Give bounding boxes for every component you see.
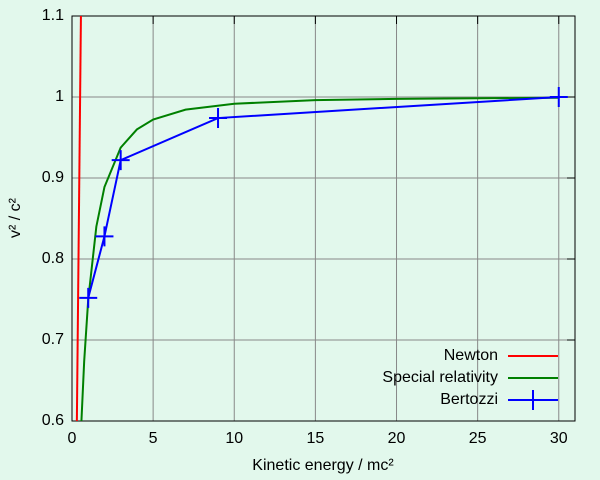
series-line bbox=[80, 96, 559, 421]
series-line bbox=[75, 16, 82, 421]
y-tick-label: 0.7 bbox=[42, 331, 64, 348]
marker bbox=[209, 108, 228, 129]
x-tick-label: 30 bbox=[550, 430, 568, 447]
y-tick-label: 0.9 bbox=[42, 169, 64, 186]
x-tick-label: 0 bbox=[68, 430, 77, 447]
y-tick-label: 1.1 bbox=[42, 7, 64, 24]
plot-area bbox=[75, 16, 568, 421]
legend-label: Bertozzi bbox=[440, 391, 498, 408]
x-tick-label: 15 bbox=[306, 430, 324, 447]
marker bbox=[95, 226, 114, 247]
x-tick-label: 10 bbox=[225, 430, 243, 447]
series-line bbox=[87, 96, 559, 299]
x-tick-label: 5 bbox=[149, 430, 158, 447]
plot-frame bbox=[71, 15, 576, 422]
x-tick-label: 25 bbox=[469, 430, 487, 447]
marker bbox=[111, 150, 130, 171]
y-tick-label: 1 bbox=[55, 88, 64, 105]
marker bbox=[549, 87, 568, 107]
x-axis-label: Kinetic energy / mc² bbox=[252, 457, 394, 474]
y-axis-label: v² / c² bbox=[7, 197, 24, 238]
x-tick-label: 20 bbox=[388, 430, 406, 447]
y-tick-label: 0.6 bbox=[42, 412, 64, 429]
legend-label: Special relativity bbox=[382, 369, 498, 386]
legend-label: Newton bbox=[444, 347, 498, 364]
marker bbox=[79, 287, 98, 308]
y-tick-label: 0.8 bbox=[42, 250, 64, 267]
